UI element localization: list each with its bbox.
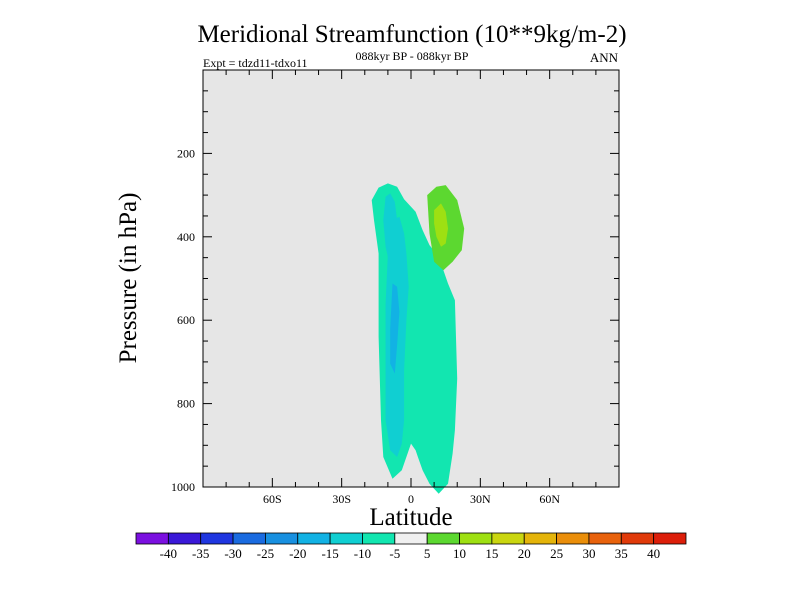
colorbar-box: [523, 532, 557, 545]
colorbar-box: [362, 532, 396, 545]
colorbar-label: 20: [518, 546, 531, 561]
colorbar-box: [297, 532, 331, 545]
colorbar-label: -5: [389, 546, 400, 561]
x-tick-label: 60S: [263, 492, 282, 506]
colorbar-box: [394, 532, 428, 545]
colorbar-label: -35: [192, 546, 209, 561]
colorbar-box: [135, 532, 169, 545]
chart-subtitle-left: Expt = tdzd11-tdxo11: [203, 56, 308, 70]
colorbar-box: [491, 532, 525, 545]
colorbar-label: -30: [224, 546, 241, 561]
colorbar-label: -25: [257, 546, 274, 561]
x-tick-label: 30S: [332, 492, 351, 506]
colorbar-box: [459, 532, 493, 545]
colorbar-label: 5: [424, 546, 431, 561]
chart-subtitle-center: 088kyr BP - 088kyr BP: [356, 49, 469, 63]
y-tick-label: 400: [177, 230, 195, 244]
colorbar: -40 -35 -30 -25 -20 -15 -10 -5 5 10 15 20 25 30 35 40: [135, 532, 687, 561]
x-tick-label: 0: [408, 492, 414, 506]
colorbar-box: [329, 532, 363, 545]
y-tick-label: 800: [177, 397, 195, 411]
colorbar-box: [167, 532, 202, 545]
colorbar-label: 10: [453, 546, 466, 561]
colorbar-label: -40: [160, 546, 177, 561]
colorbar-label: 25: [550, 546, 563, 561]
chart-title: Meridional Streamfunction (10**9kg/m-2): [197, 21, 626, 48]
colorbar-label: 30: [582, 546, 595, 561]
colorbar-box: [556, 532, 590, 545]
chart-subtitle-right: ANN: [590, 50, 619, 65]
colorbar-box: [620, 532, 655, 545]
y-tick-label: 200: [177, 146, 195, 160]
colorbar-label: 40: [647, 546, 660, 561]
x-axis-label: Latitude: [369, 504, 452, 531]
colorbar-label: -20: [289, 546, 306, 561]
contour-positive-cell-core: [434, 203, 448, 247]
colorbar-label: -15: [321, 546, 338, 561]
contour-negative-core-deep: [390, 283, 400, 374]
colorbar-box: [200, 532, 234, 545]
colorbar-box: [426, 532, 460, 545]
x-tick-label: 30N: [470, 492, 491, 506]
colorbar-label: 35: [615, 546, 628, 561]
colorbar-box: [265, 532, 299, 545]
y-tick-label: 600: [177, 313, 195, 327]
colorbar-box: [653, 532, 687, 545]
colorbar-box: [588, 532, 622, 545]
colorbar-label: 15: [485, 546, 498, 561]
colorbar-label: -10: [354, 546, 371, 561]
x-tick-label: 60N: [539, 492, 560, 506]
colorbar-box: [232, 532, 266, 545]
y-axis-label: Pressure (in hPa): [115, 193, 142, 364]
y-tick-label: 1000: [171, 480, 195, 494]
